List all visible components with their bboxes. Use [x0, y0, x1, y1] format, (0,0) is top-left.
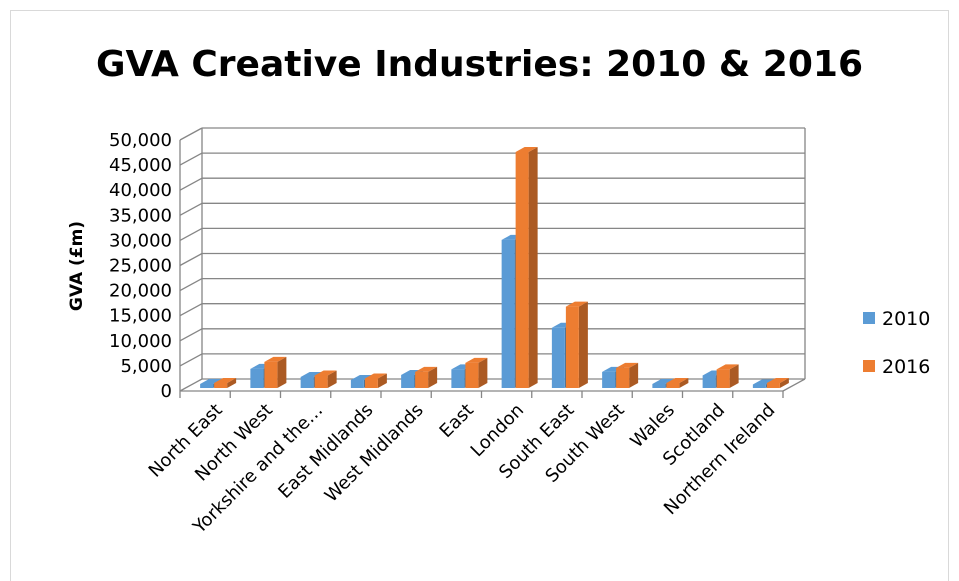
- chart-title: GVA Creative Industries: 2010 & 2016: [96, 44, 863, 85]
- bar-top: [752, 379, 775, 385]
- gridline-side: [179, 227, 203, 241]
- gridline-side: [179, 177, 203, 191]
- bar-side: [679, 377, 689, 388]
- bar-front: [666, 382, 680, 388]
- bar-top: [565, 301, 588, 307]
- bar-front: [602, 371, 616, 388]
- y-tick-label: 40,000: [109, 180, 172, 201]
- legend-label-2010: 2010: [882, 308, 930, 330]
- bar-2016: [666, 377, 689, 388]
- bar-2016: [214, 377, 237, 388]
- y-axis-title: GVA (£m): [67, 221, 87, 311]
- bar-side: [729, 364, 739, 388]
- y-tick-label: 5,000: [120, 356, 172, 377]
- bar-2016: [515, 147, 538, 388]
- legend-swatch-2016: [863, 360, 875, 372]
- bar-front: [214, 382, 228, 388]
- y-tick-label: 30,000: [109, 230, 172, 251]
- y-tick-label: 50,000: [109, 130, 172, 151]
- gridline-side: [179, 202, 203, 216]
- bar-2016: [264, 356, 287, 388]
- gridline-side: [179, 328, 203, 342]
- bar-2016: [364, 373, 387, 388]
- y-tick-label: 15,000: [109, 306, 172, 327]
- legend-swatch-2010: [863, 312, 875, 324]
- bar-top: [616, 362, 639, 368]
- gridline-side: [179, 303, 203, 317]
- bar-front: [702, 375, 716, 388]
- y-tick-label: 20,000: [109, 281, 172, 302]
- bar-front: [766, 382, 780, 388]
- bar-2016: [716, 364, 739, 388]
- bar-side: [478, 357, 488, 388]
- bar-front: [716, 369, 730, 388]
- bar-top: [200, 378, 223, 384]
- bar-front: [565, 306, 579, 388]
- bar-top: [652, 378, 675, 384]
- bar-top: [666, 377, 689, 383]
- bar-top: [214, 377, 237, 383]
- gridline-side: [179, 252, 203, 267]
- floor-edge: [782, 378, 806, 392]
- bar-side: [528, 147, 538, 388]
- bar-front: [200, 383, 214, 388]
- chart-frame: [10, 10, 949, 581]
- y-tick-label: 0: [161, 381, 172, 402]
- bar-front: [401, 374, 415, 388]
- bar-side: [277, 356, 287, 388]
- bar-front: [752, 384, 766, 388]
- gridline-side: [179, 378, 203, 392]
- bar-2016: [616, 362, 639, 388]
- bar-front: [501, 239, 515, 388]
- bar-front: [364, 378, 378, 388]
- legend-label-2016: 2016: [882, 356, 930, 378]
- bar-side: [377, 373, 387, 388]
- bar-top: [264, 356, 287, 362]
- bar-2016: [314, 370, 337, 388]
- bar-top: [300, 371, 323, 377]
- bar-front: [652, 383, 666, 388]
- gridline-side: [179, 353, 203, 367]
- bar-side: [227, 377, 237, 388]
- bar-side: [629, 362, 639, 388]
- bar-2016: [465, 357, 488, 388]
- bar-front: [350, 379, 364, 388]
- bar-top: [515, 147, 538, 153]
- bar-top: [766, 377, 789, 383]
- bar-front: [465, 362, 479, 388]
- bar-front: [250, 368, 264, 388]
- bar-front: [415, 371, 429, 388]
- x-tick-label: East: [436, 400, 478, 442]
- y-tick-label: 45,000: [109, 155, 172, 176]
- bar-2016: [415, 366, 438, 388]
- bar-2016: [766, 377, 789, 388]
- bar-top: [415, 366, 438, 372]
- y-tick-label: 35,000: [109, 205, 172, 226]
- y-tick-label: 25,000: [109, 256, 172, 277]
- bar-top: [465, 357, 488, 363]
- bar-top: [716, 364, 739, 370]
- bar-side: [578, 301, 588, 388]
- gridline-side: [179, 152, 203, 166]
- bar-top: [314, 370, 337, 376]
- bar-2016: [565, 301, 588, 388]
- gridline-side: [179, 278, 203, 292]
- y-tick-label: 10,000: [109, 331, 172, 352]
- bar-top: [364, 373, 387, 379]
- bar-front: [300, 376, 314, 388]
- bar-top: [350, 374, 373, 380]
- bar-side: [428, 366, 438, 388]
- bar-front: [451, 369, 465, 388]
- bar-front: [515, 152, 529, 388]
- gridline-side: [179, 127, 203, 141]
- bar-front: [616, 367, 630, 388]
- bar-side: [779, 377, 789, 388]
- bar-side: [327, 370, 337, 388]
- bar-front: [264, 361, 278, 388]
- bar-front: [551, 327, 565, 388]
- bar-front: [314, 375, 328, 388]
